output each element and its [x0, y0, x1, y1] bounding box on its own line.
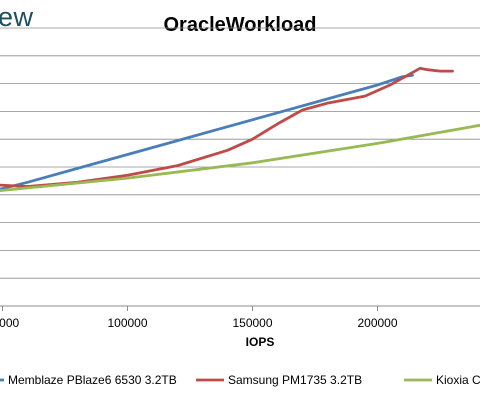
- x-tick-label: 100000: [107, 316, 147, 330]
- chart-title: OracleWorkload: [163, 14, 317, 36]
- x-axis: 00000 100000 150000 200000 IOPS: [0, 305, 480, 349]
- series-lines: [0, 66, 480, 193]
- legend-label-3: Kioxia CM6 (: [436, 373, 480, 387]
- series-line-3: [0, 123, 480, 193]
- series-line-2: [0, 66, 454, 188]
- legend: Memblaze PBlaze6 6530 3.2TB Samsung PM173…: [0, 373, 480, 387]
- x-tick-label: 00000: [0, 316, 20, 330]
- brand-logo-fragment: ew: [0, 2, 34, 32]
- x-axis-title: IOPS: [246, 335, 275, 349]
- x-tick-label: 150000: [232, 316, 272, 330]
- legend-label-2: Samsung PM1735 3.2TB: [228, 373, 362, 387]
- gridlines: [0, 27, 480, 279]
- legend-label-1: Memblaze PBlaze6 6530 3.2TB: [8, 373, 177, 387]
- series-line-1: [0, 73, 414, 191]
- x-tick-label: 200000: [357, 316, 397, 330]
